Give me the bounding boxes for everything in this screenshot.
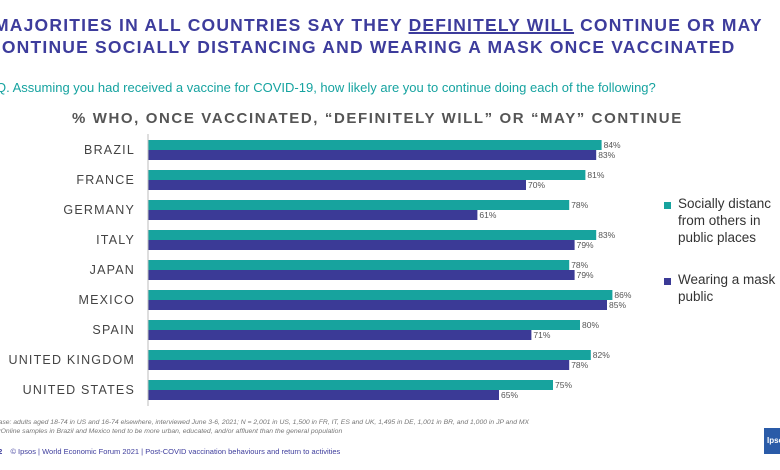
value-label-japan-mask: 79% <box>577 270 594 280</box>
value-label-brazil-mask: 83% <box>598 150 615 160</box>
chart-title: % WHO, ONCE VACCINATED, “DEFINITELY WILL… <box>72 110 683 127</box>
bar-italy-mask <box>148 240 575 250</box>
bar-united-kingdom-mask <box>148 360 570 370</box>
survey-question: Q. Assuming you had received a vaccine f… <box>0 80 656 95</box>
title-line-2: CONTINUE SOCIALLY DISTANCING AND WEARING… <box>0 37 736 57</box>
value-label-mexico-mask: 85% <box>609 300 626 310</box>
bar-japan-social-distance <box>148 260 570 270</box>
page-title: MAJORITIES IN ALL COUNTRIES SAY THEY DEF… <box>0 14 780 58</box>
bar-spain-social-distance <box>148 320 580 330</box>
category-label-united-kingdom: UNITED KINGDOM <box>8 353 135 367</box>
category-label-united-states: UNITED STATES <box>23 383 135 397</box>
value-label-japan-social-distance: 78% <box>571 260 588 270</box>
value-label-spain-social-distance: 80% <box>582 320 599 330</box>
category-label-spain: SPAIN <box>92 323 135 337</box>
category-label-japan: JAPAN <box>90 263 135 277</box>
category-label-germany: GERMANY <box>63 203 135 217</box>
value-label-france-mask: 70% <box>528 180 545 190</box>
footer-text: © Ipsos | World Economic Forum 2021 | Po… <box>10 447 341 456</box>
category-label-brazil: BRAZIL <box>84 143 135 157</box>
category-label-italy: ITALY <box>96 233 135 247</box>
bar-chart: BRAZIL 84%83%FRANCE 81%70%GERMANY 78%61%ITA… <box>8 134 632 406</box>
category-label-mexico: MEXICO <box>78 293 135 307</box>
value-label-italy-social-distance: 83% <box>598 230 615 240</box>
value-label-mexico-social-distance: 86% <box>614 290 631 300</box>
footnote-base: Base: adults aged 18-74 in US and 16-74 … <box>0 419 530 426</box>
bar-united-states-social-distance <box>148 380 553 390</box>
value-label-brazil-social-distance: 84% <box>604 140 621 150</box>
value-label-united-states-social-distance: 75% <box>555 380 572 390</box>
bar-mexico-social-distance <box>148 290 613 300</box>
value-label-france-social-distance: 81% <box>587 170 604 180</box>
legend-label-mask: Wearing a mask public <box>678 272 776 304</box>
legend-label-social-distance: Socially distanc from others in public p… <box>678 196 772 245</box>
ipsos-logo: Ipsos <box>764 428 780 454</box>
footnote-online: *Online samples in Brazil and Mexico ten… <box>0 428 343 435</box>
title-emphasis: DEFINITELY WILL <box>408 15 575 35</box>
bar-united-states-mask <box>148 390 499 400</box>
bar-spain-mask <box>148 330 532 340</box>
page-number: 12 <box>0 447 3 456</box>
bar-brazil-social-distance <box>148 140 602 150</box>
bar-brazil-mask <box>148 150 597 160</box>
bar-japan-mask <box>148 270 575 280</box>
value-label-germany-mask: 61% <box>479 210 496 220</box>
bar-france-social-distance <box>148 170 586 180</box>
value-label-germany-social-distance: 78% <box>571 200 588 210</box>
category-label-france: FRANCE <box>76 173 135 187</box>
footnote: Base: adults aged 18-74 in US and 16-74 … <box>0 418 529 436</box>
value-label-italy-mask: 79% <box>577 240 594 250</box>
value-label-united-kingdom-mask: 78% <box>571 360 588 370</box>
legend-swatch-navy <box>664 278 671 285</box>
value-label-united-states-mask: 65% <box>501 390 518 400</box>
bar-germany-mask <box>148 210 478 220</box>
legend-swatch-teal <box>664 202 671 209</box>
page-footer: 12 © Ipsos | World Economic Forum 2021 |… <box>0 447 340 456</box>
bar-italy-social-distance <box>148 230 597 240</box>
bar-mexico-mask <box>148 300 607 310</box>
bar-france-mask <box>148 180 526 190</box>
bar-germany-social-distance <box>148 200 570 210</box>
title-line-1: MAJORITIES IN ALL COUNTRIES SAY THEY DEF… <box>0 15 763 35</box>
bar-united-kingdom-social-distance <box>148 350 591 360</box>
value-label-spain-mask: 71% <box>533 330 550 340</box>
value-label-united-kingdom-social-distance: 82% <box>593 350 610 360</box>
